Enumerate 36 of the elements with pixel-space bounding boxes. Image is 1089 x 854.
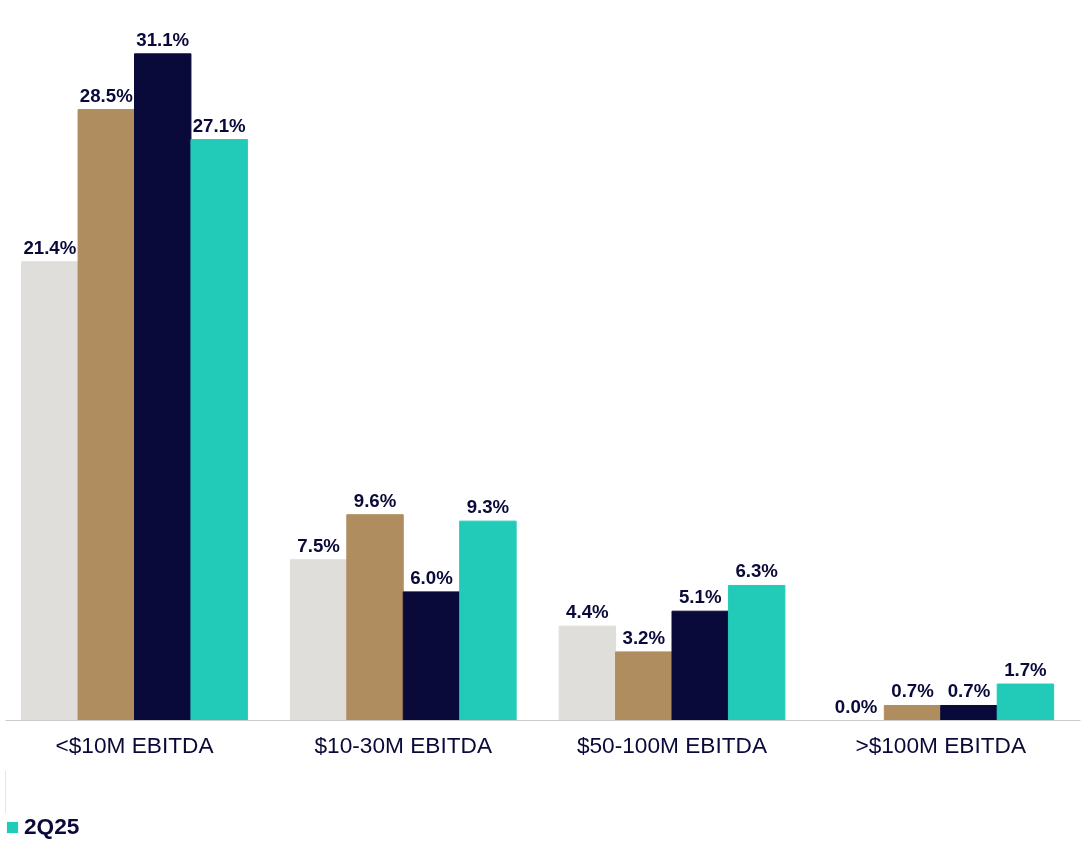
bar bbox=[346, 514, 404, 721]
data-label: 0.7% bbox=[947, 680, 991, 702]
data-label: 28.5% bbox=[79, 84, 134, 106]
bar bbox=[996, 683, 1055, 721]
bar bbox=[459, 520, 517, 721]
bar bbox=[77, 109, 135, 721]
data-label: 31.1% bbox=[136, 28, 190, 50]
data-label: 5.1% bbox=[678, 586, 722, 608]
bar bbox=[671, 610, 729, 721]
bar bbox=[134, 53, 192, 721]
bar bbox=[940, 704, 998, 721]
bar bbox=[190, 139, 248, 721]
data-label: 0.7% bbox=[891, 680, 935, 702]
data-label: 3.2% bbox=[622, 626, 666, 648]
data-label: 21.4% bbox=[23, 236, 77, 258]
x-tick-label: $50-100M EBITDA bbox=[576, 731, 768, 758]
bar bbox=[727, 584, 786, 721]
bar bbox=[21, 261, 79, 721]
data-label: 27.1% bbox=[192, 114, 247, 136]
bar bbox=[402, 591, 461, 721]
data-label: 0.0% bbox=[834, 695, 878, 717]
data-label: 1.7% bbox=[1004, 659, 1048, 681]
bar bbox=[615, 651, 673, 721]
data-label: 6.3% bbox=[735, 560, 779, 582]
bar bbox=[883, 704, 942, 721]
bar bbox=[289, 559, 348, 721]
data-label: 6.0% bbox=[410, 566, 454, 588]
x-tick-label: <$10M EBITDA bbox=[55, 731, 215, 758]
data-label: 9.3% bbox=[466, 496, 510, 518]
x-tick-label: $10-30M EBITDA bbox=[314, 731, 493, 758]
legend-label: 2Q25 bbox=[24, 813, 80, 840]
data-label: 7.5% bbox=[297, 534, 341, 556]
data-label: 9.6% bbox=[353, 489, 397, 511]
data-label: 4.4% bbox=[566, 601, 610, 623]
bar bbox=[558, 625, 617, 721]
x-tick-label: >$100M EBITDA bbox=[855, 731, 1027, 758]
